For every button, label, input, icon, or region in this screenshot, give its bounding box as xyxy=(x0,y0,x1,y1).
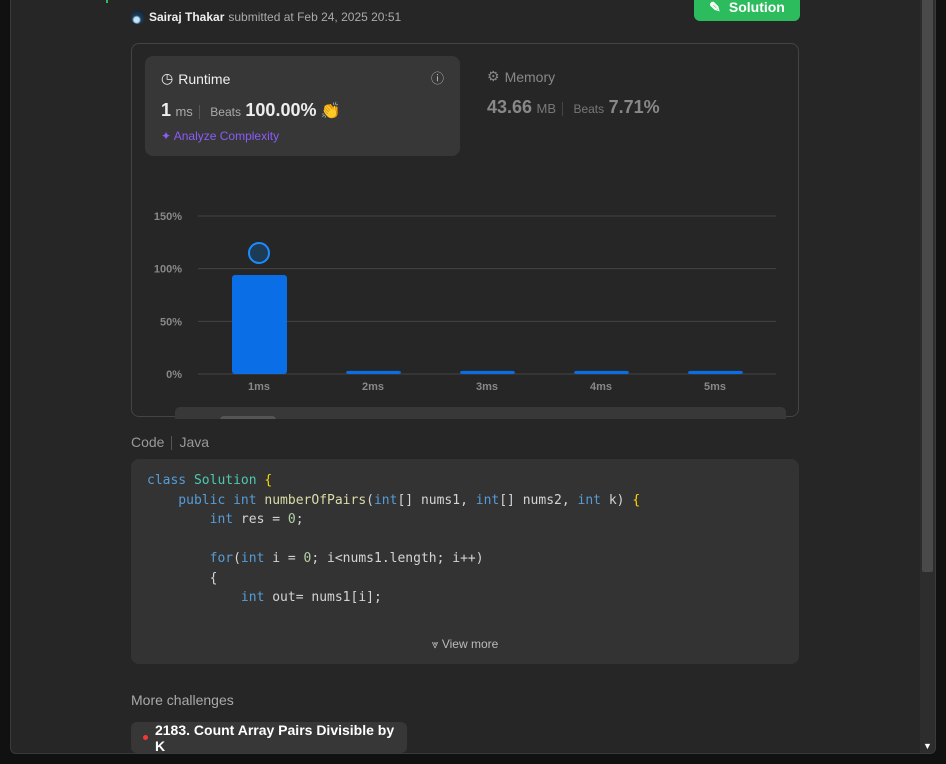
chart-navigator xyxy=(175,407,786,419)
more-challenges-heading: More challenges xyxy=(131,692,234,708)
bar[interactable] xyxy=(460,370,515,374)
scrollbar-thumb[interactable] xyxy=(922,0,933,572)
submitted-time: submitted at Feb 24, 2025 20:51 xyxy=(228,10,402,24)
x-tick-label: 2ms xyxy=(362,381,384,393)
author-name[interactable]: Sairaj Thakar xyxy=(149,10,225,24)
runtime-label: Runtime xyxy=(178,70,231,87)
scroll-down-arrow[interactable]: ▼ xyxy=(923,741,932,751)
sparkle-icon: ✦ xyxy=(161,129,172,143)
code-line: for(int i = 0; i<nums1.length; i++) xyxy=(147,551,484,566)
solution-label: Solution xyxy=(728,0,785,15)
chevrons-down-icon: ⩔ xyxy=(431,637,439,651)
memory-beats: 7.71% xyxy=(608,97,660,117)
code-label: Code xyxy=(131,434,165,450)
difficulty-dot xyxy=(143,735,148,740)
submission-panel: Sairaj Thakar submitted at Feb 24, 2025 … xyxy=(10,0,936,754)
x-tick-label: 3ms xyxy=(476,381,498,393)
view-more-button[interactable]: ⩔ View more xyxy=(131,637,799,652)
code-language: Java xyxy=(179,434,210,450)
challenge-item[interactable]: 2183. Count Array Pairs Divisible by K xyxy=(131,722,407,753)
runtime-panel[interactable]: ◷ Runtime ⓘ 1 ms Beats 100.00% 👏 ✦ Analyz… xyxy=(145,56,460,156)
code-text: class Solution { public int numberOfPair… xyxy=(147,471,640,608)
chip-icon: ⚙ xyxy=(487,68,500,84)
y-tick-label: 50% xyxy=(160,316,182,328)
runtime-unit: ms xyxy=(175,104,193,119)
memory-unit: MB xyxy=(536,101,557,116)
clock-icon: ◷ xyxy=(161,70,174,86)
status-indicator xyxy=(106,0,108,3)
code-line: int res = 0; xyxy=(147,512,304,527)
code-line: public int numberOfPairs(int[] nums1, in… xyxy=(147,492,641,508)
user-avatar-marker xyxy=(248,241,270,264)
info-icon[interactable]: ⓘ xyxy=(430,71,444,86)
y-tick-label: 100% xyxy=(154,264,182,276)
code-heading: Code Java xyxy=(131,434,210,451)
bar[interactable] xyxy=(688,370,743,374)
edit-icon: ✎ xyxy=(709,0,721,15)
analyze-complexity-link[interactable]: ✦ Analyze Complexity xyxy=(161,129,279,143)
runtime-distribution-chart[interactable]: 0%50%100%150%1ms2ms3ms4ms5ms1ms2ms3ms4ms… xyxy=(132,159,800,419)
x-tick-label: 4ms xyxy=(590,381,612,393)
bar[interactable] xyxy=(346,370,401,374)
y-tick-label: 0% xyxy=(166,369,182,381)
submission-author: Sairaj Thakar submitted at Feb 24, 2025 … xyxy=(131,10,401,24)
code-line: { xyxy=(147,570,218,586)
runtime-beats: 100.00% xyxy=(245,100,317,120)
view-more-label: View more xyxy=(441,637,499,651)
y-tick-label: 150% xyxy=(154,211,182,223)
x-tick-label: 5ms xyxy=(704,381,726,393)
memory-label: Memory xyxy=(504,68,556,85)
runtime-value: 1 xyxy=(161,100,172,120)
beats-label: Beats xyxy=(210,105,241,119)
bar[interactable] xyxy=(232,274,287,374)
analyze-label: Analyze Complexity xyxy=(173,129,280,143)
performance-card: ◷ Runtime ⓘ 1 ms Beats 100.00% 👏 ✦ Analyz… xyxy=(131,43,800,419)
navigator-bar-selected xyxy=(220,416,276,419)
challenge-title: 2183. Count Array Pairs Divisible by K xyxy=(154,721,395,754)
avatar[interactable] xyxy=(131,10,145,24)
memory-beats-label: Beats xyxy=(573,102,605,116)
clap-icon: 👏 xyxy=(320,103,341,120)
code-block[interactable]: class Solution { public int numberOfPair… xyxy=(131,459,799,664)
x-tick-label: 1ms xyxy=(248,381,270,393)
solution-button[interactable]: ✎ Solution xyxy=(694,0,800,21)
scrollbar[interactable]: ▼ xyxy=(920,0,935,753)
memory-value: 43.66 xyxy=(487,97,533,117)
code-line xyxy=(147,530,640,550)
code-line: class Solution { xyxy=(147,473,273,488)
memory-panel[interactable]: ⚙ Memory 43.66 MB Beats 7.71% xyxy=(487,68,660,118)
code-line: int out= nums1[i]; xyxy=(147,590,382,605)
bar[interactable] xyxy=(574,370,629,374)
